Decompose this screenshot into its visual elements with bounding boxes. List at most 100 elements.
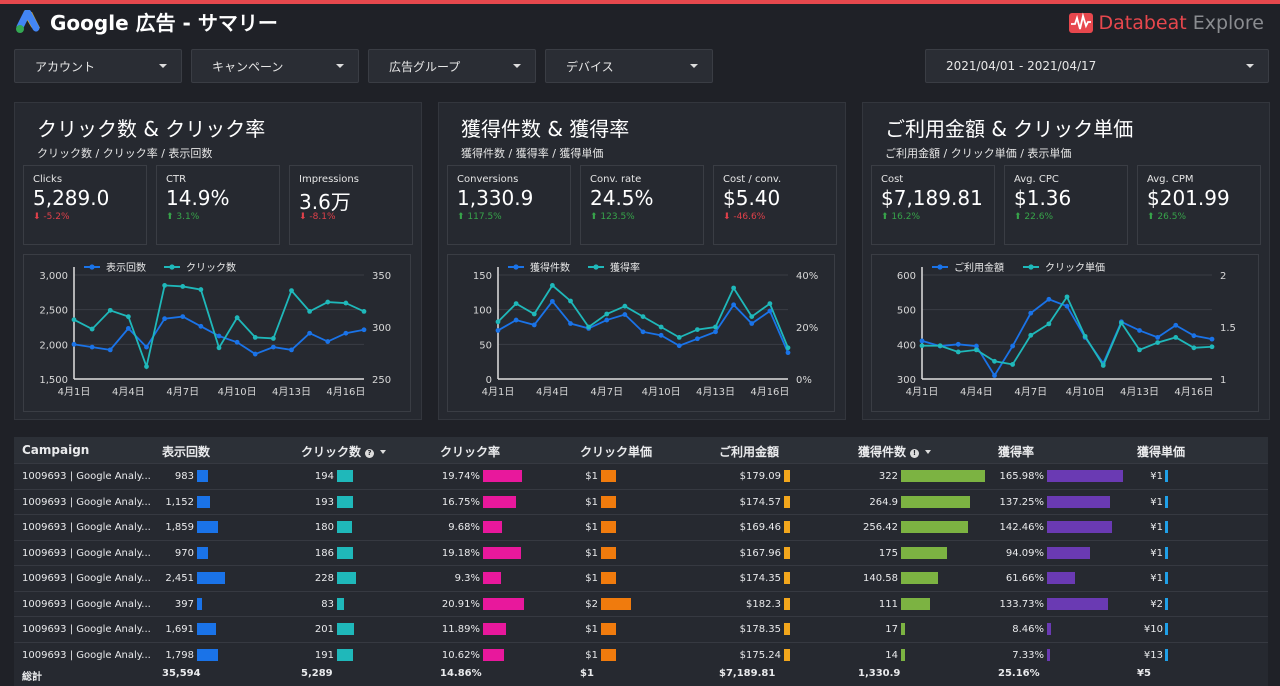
kpi-card: Avg. CPM $201.99 ⬆ 26.5% [1137, 165, 1261, 245]
panel-title: 獲得件数 & 獲得率 [461, 117, 630, 141]
campaign-name[interactable]: 1009693 | Google Analy... [22, 547, 151, 559]
conv-rate-bar [1047, 597, 1109, 610]
data-point [144, 344, 149, 350]
cpc-value: $1 [585, 573, 598, 584]
table-totals-row: 総計 35,594 5,289 14.86% $1 $7,189.81 1,33… [14, 665, 1268, 685]
col-conv-rate[interactable]: 獲得率 [998, 445, 1035, 459]
y-left-tick-label: 600 [897, 271, 916, 282]
kpi-value: 14.9% [166, 186, 230, 210]
sort-desc-icon[interactable] [925, 450, 932, 454]
cpa-value: ¥1 [1150, 547, 1163, 559]
kpi-value: $1.36 [1014, 186, 1072, 210]
campaign-name[interactable]: 1009693 | Google Analy... [22, 522, 151, 533]
chart-cost: 300 400 500 600 1 1.5 2 4月1日 4月4日 4月7日 4月10日 4月13日 4… [871, 254, 1259, 412]
data-point [252, 351, 258, 357]
table-row[interactable]: 1009693 | Google Analy... 970 186 19.18% $1 $… [14, 539, 1268, 565]
clicks-bar [337, 546, 353, 559]
campaign-name[interactable]: 1009693 | Google Analy... [22, 649, 151, 661]
col-cpc[interactable]: クリック単価 [580, 445, 653, 459]
table-row[interactable]: 1009693 | Google Analy... 397 83 20.91% $2 $1… [14, 590, 1268, 616]
conv-rate-bar [1047, 470, 1123, 482]
kpi-label: Avg. CPM [1147, 174, 1194, 185]
x-tick-label: 4月7日 [166, 386, 199, 398]
x-tick-label: 4月4日 [960, 386, 993, 398]
data-point [289, 347, 294, 353]
conv-rate-value: 142.46% [999, 522, 1045, 533]
clicks-value: 194 [314, 471, 334, 482]
chevron-down-icon [159, 64, 167, 68]
col-clicks[interactable]: クリック数? [301, 443, 387, 460]
col-impressions[interactable]: 表示回数 [162, 445, 211, 459]
kpi-delta: ⬇ -5.2% [33, 212, 70, 222]
conversions-bar [901, 495, 971, 508]
databeat-logo-icon [1069, 12, 1094, 33]
campaign-name[interactable]: 1009693 | Google Analy... [22, 598, 151, 610]
impressions-bar [197, 495, 211, 508]
kpi-delta: ⬆ 22.6% [1014, 212, 1053, 222]
date-range-picker[interactable]: 2021/04/01 - 2021/04/17 [925, 49, 1269, 83]
x-tick-label: 4月7日 [1014, 386, 1047, 398]
data-point [1155, 335, 1161, 340]
table-row[interactable]: 1009693 | Google Analy... 2,451 228 9.3% $1 $… [14, 565, 1268, 590]
sort-desc-icon[interactable] [380, 450, 387, 454]
data-point [955, 341, 961, 347]
filter-campaign[interactable]: キャンペーン [191, 49, 359, 83]
data-point [919, 338, 925, 344]
help-icon[interactable]: ? [365, 449, 375, 458]
table-row[interactable]: 1009693 | Google Analy... 983 194 19.74% $1 $… [14, 463, 1268, 488]
data-point [495, 319, 501, 325]
filter-account[interactable]: アカウント [14, 49, 182, 83]
table-row[interactable]: 1009693 | Google Analy... 1,152 193 16.75% $… [14, 488, 1268, 514]
col-cost[interactable]: ご利用金額 [719, 445, 780, 459]
col-ctr[interactable]: クリック率 [440, 445, 501, 459]
campaign-name[interactable]: 1009693 | Google Analy... [22, 624, 151, 635]
data-point [713, 329, 718, 335]
conversions-bar [901, 648, 905, 661]
col-cpa[interactable]: 獲得単価 [1137, 445, 1186, 459]
ctr-value: 10.62% [441, 649, 480, 661]
data-point [71, 341, 77, 347]
table-row[interactable]: 1009693 | Google Analy... 1,798 191 10.62% $… [14, 641, 1268, 667]
filter-device[interactable]: デバイス [545, 49, 713, 83]
kpi-label: Cost / conv. [723, 174, 782, 185]
legend-marker [1028, 264, 1034, 270]
ctr-bar [483, 470, 522, 482]
campaign-name[interactable]: 1009693 | Google Analy... [22, 471, 151, 482]
kpi-card: Avg. CPC $1.36 ⬆ 22.6% [1004, 165, 1128, 245]
data-point [1064, 294, 1070, 300]
kpi-card: CTR 14.9% ⬆ 3.1% [156, 165, 280, 245]
clicks-value: 83 [321, 598, 334, 610]
legend-label: クリック単価 [1045, 261, 1105, 274]
panel-title: ご利用金額 & クリック単価 [885, 117, 1134, 141]
campaign-name[interactable]: 1009693 | Google Analy... [22, 573, 151, 584]
table-row[interactable]: 1009693 | Google Analy... 1,859 180 9.68% $1… [14, 514, 1268, 539]
filter-ad-group[interactable]: 広告グループ [368, 49, 536, 83]
cpa-bar [1165, 597, 1168, 610]
series-line [497, 299, 789, 354]
campaign-name[interactable]: 1009693 | Google Analy... [22, 496, 151, 508]
data-point [785, 345, 791, 351]
ctr-bar [483, 623, 507, 635]
data-point [1064, 303, 1070, 309]
conversions-bar [901, 597, 930, 610]
data-point [495, 328, 501, 333]
cost-value: $179.09 [739, 471, 781, 482]
clicks-value: 228 [314, 573, 334, 584]
data-point [89, 344, 95, 350]
conv-rate-value: 133.73% [999, 598, 1045, 610]
col-conversions[interactable]: 獲得件数! [858, 443, 932, 460]
info-icon[interactable]: ! [910, 449, 920, 458]
kpi-card: Impressions 3.6万 ⬇ -8.1% [289, 165, 413, 245]
kpi-card: Cost $7,189.81 ⬆ 16.2% [871, 165, 995, 245]
data-point [307, 330, 313, 336]
data-point [325, 339, 331, 344]
table-row[interactable]: 1009693 | Google Analy... 1,691 201 11.89% $… [14, 616, 1268, 641]
kpi-label: Impressions [299, 174, 359, 185]
data-point [1191, 333, 1197, 339]
data-point [1137, 347, 1142, 353]
data-point [198, 323, 204, 329]
cost-bar [784, 521, 790, 533]
col-campaign[interactable]: Campaign [22, 443, 90, 457]
clicks-value: 193 [314, 496, 334, 508]
cpa-bar [1165, 546, 1168, 559]
